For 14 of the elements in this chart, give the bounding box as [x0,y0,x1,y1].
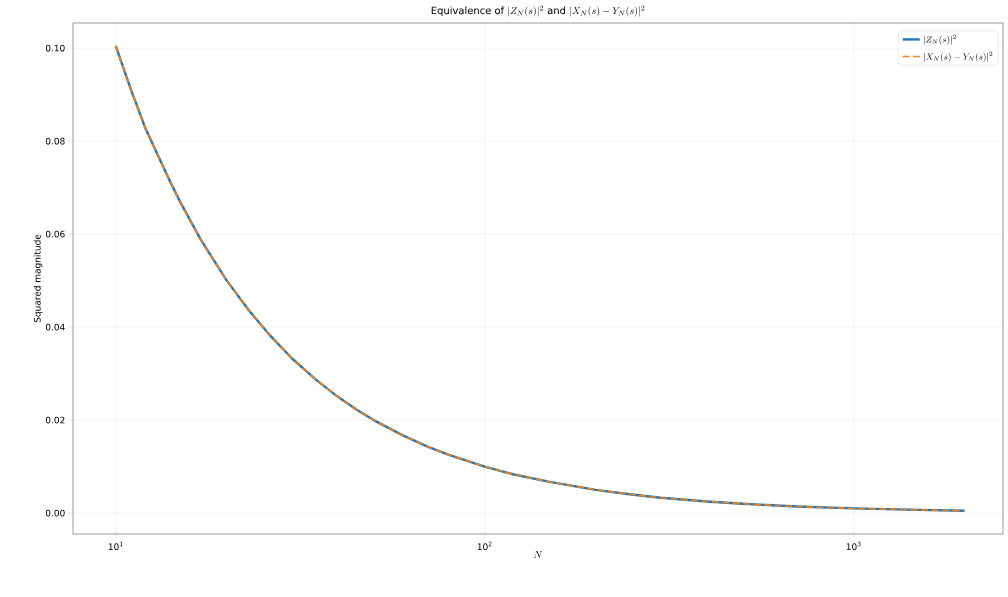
x-tick-label: 10$^{1}$ [108,541,123,551]
x-tick-label: 10$^{3}$ [846,541,861,551]
x-axis-title: $N$ [533,551,543,558]
x-tick-label: 10$^{2}$ [477,541,492,551]
y-tick-label: 0.06 [45,230,65,238]
legend-label: $|X_N(s)-Y_N(s)|^2$ [923,51,993,62]
legend-label: $|Z_N(s)|^2$ [923,34,956,45]
y-tick-label: 0.02 [45,416,65,424]
y-axis-title: Squared magnitude [33,234,43,323]
y-tick-label: 0.10 [45,44,65,52]
y-tick-label: 0.00 [45,509,65,517]
y-tick-label: 0.08 [45,137,65,145]
y-tick-label: 0.04 [45,323,65,331]
chart-title: $\mbox{Equivalence of }|Z_N(s)|^2\mbox{ and }|X_N(s)-Y_N(s)|^2$ [431,5,645,17]
